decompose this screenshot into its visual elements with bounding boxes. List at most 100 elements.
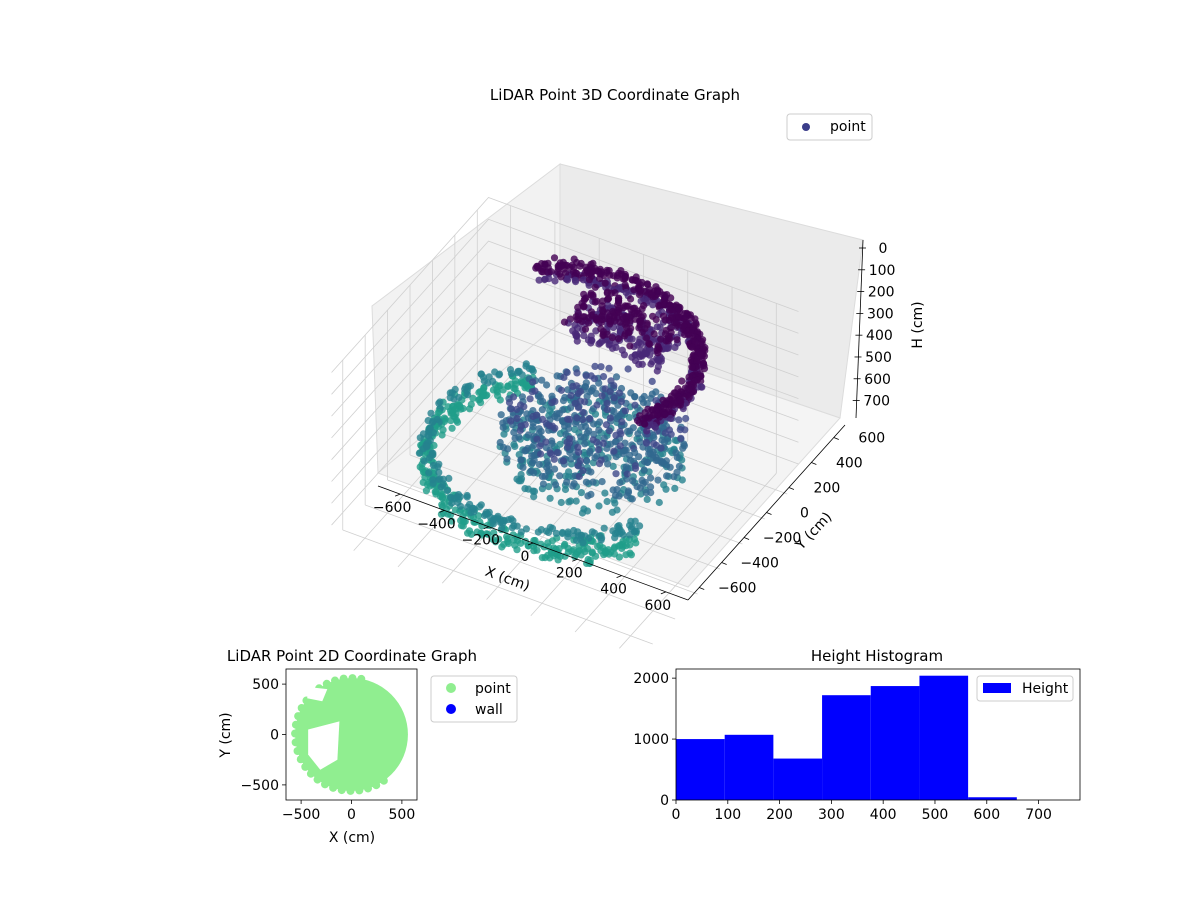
point-3d xyxy=(511,385,519,393)
point-3d xyxy=(663,472,671,480)
point-3d xyxy=(429,417,437,425)
point-3d xyxy=(610,407,618,415)
point-3d xyxy=(526,395,534,403)
point-3d xyxy=(585,281,593,289)
x-tick-label-3d: 400 xyxy=(600,582,627,598)
point-3d xyxy=(445,474,453,482)
ticks-histogram: 0 100 200 300 400 500 600 700 0 1000 2000 xyxy=(633,671,1052,823)
point-3d xyxy=(631,401,639,409)
x-tick-3d xyxy=(527,542,534,546)
point-3d xyxy=(439,481,447,489)
point-3d xyxy=(466,405,474,413)
point-3d xyxy=(456,502,465,510)
point-3d xyxy=(605,427,614,435)
point-3d xyxy=(604,295,613,303)
point-2d xyxy=(331,676,340,685)
grid-line-y xyxy=(409,454,721,570)
point-3d xyxy=(621,407,630,415)
point-3d xyxy=(598,478,606,486)
point-3d xyxy=(660,438,669,446)
point-3d xyxy=(649,312,657,320)
point-3d xyxy=(609,486,617,494)
point-3d xyxy=(613,274,621,282)
x-tick-label-histogram: 700 xyxy=(1025,807,1052,823)
point-3d xyxy=(598,302,606,310)
point-3d xyxy=(666,463,674,471)
point-3d xyxy=(423,481,432,489)
point-3d xyxy=(556,472,564,480)
point-3d xyxy=(582,379,590,387)
point-3d xyxy=(608,508,617,516)
point-3d xyxy=(649,301,657,309)
point-3d xyxy=(688,343,696,351)
point-3d xyxy=(615,389,624,397)
point-2d xyxy=(357,674,366,683)
point-3d xyxy=(618,313,626,321)
point-3d xyxy=(629,424,637,432)
point-3d xyxy=(627,295,635,303)
point-3d xyxy=(615,522,623,530)
point-3d xyxy=(667,294,675,302)
histogram-bar xyxy=(822,695,871,800)
point-3d xyxy=(539,480,548,488)
point-3d xyxy=(580,332,588,340)
point-3d xyxy=(440,499,448,507)
x-tick-label-3d: 200 xyxy=(556,565,583,581)
point-3d xyxy=(625,414,633,422)
x-tick-label-histogram: 100 xyxy=(714,807,741,823)
point-3d xyxy=(539,268,547,276)
point-3d xyxy=(599,439,608,447)
point-3d xyxy=(469,394,477,402)
x-tick-label-2d: −500 xyxy=(282,807,320,823)
point-3d xyxy=(490,529,498,537)
point-3d xyxy=(439,475,447,483)
point-3d xyxy=(608,334,617,342)
point-3d xyxy=(621,302,629,310)
point-3d xyxy=(576,397,585,405)
point-3d xyxy=(667,430,675,438)
point-2d xyxy=(291,720,300,729)
point-3d xyxy=(579,408,587,417)
point-3d xyxy=(589,478,597,486)
point-3d xyxy=(598,392,606,400)
x-axis-label-3d: X (cm) xyxy=(483,564,532,595)
point-3d xyxy=(504,382,512,391)
point-3d xyxy=(647,474,655,482)
y-tick-label-3d: −600 xyxy=(718,581,756,597)
point-3d xyxy=(499,423,507,432)
point-3d xyxy=(425,469,433,477)
point-3d xyxy=(681,426,689,434)
point-3d xyxy=(611,317,619,325)
histogram-bar xyxy=(724,734,774,800)
y-tick-3d xyxy=(788,487,795,490)
point-2d xyxy=(372,781,381,790)
point-3d xyxy=(585,319,593,327)
point-3d xyxy=(505,398,514,406)
point-3d xyxy=(650,421,658,429)
point-3d xyxy=(581,325,590,333)
point-3d xyxy=(638,395,646,403)
point-3d xyxy=(600,524,608,532)
point-3d xyxy=(550,455,558,463)
point-3d xyxy=(461,383,470,391)
point-3d xyxy=(608,344,617,352)
point-3d xyxy=(563,276,572,284)
y-tick-3d xyxy=(699,587,705,590)
point-3d xyxy=(615,492,623,500)
point-3d xyxy=(610,394,618,402)
point-3d xyxy=(661,429,670,437)
point-3d xyxy=(579,539,587,547)
point-2d xyxy=(296,755,305,764)
point-3d xyxy=(552,481,560,489)
point-3d xyxy=(535,460,544,469)
point-3d xyxy=(422,487,430,495)
y-axis-label-2d: Y (cm) xyxy=(218,712,234,758)
x-tick-label-3d: 600 xyxy=(644,598,671,614)
point-3d xyxy=(537,450,545,458)
y-tick-3d xyxy=(743,537,750,540)
point-2d xyxy=(294,712,303,721)
z-tick-label-3d: 200 xyxy=(868,285,895,301)
point-3d xyxy=(513,405,521,413)
z-tick-label-3d: 300 xyxy=(867,306,894,322)
x-tick-label-3d: −200 xyxy=(461,533,499,549)
